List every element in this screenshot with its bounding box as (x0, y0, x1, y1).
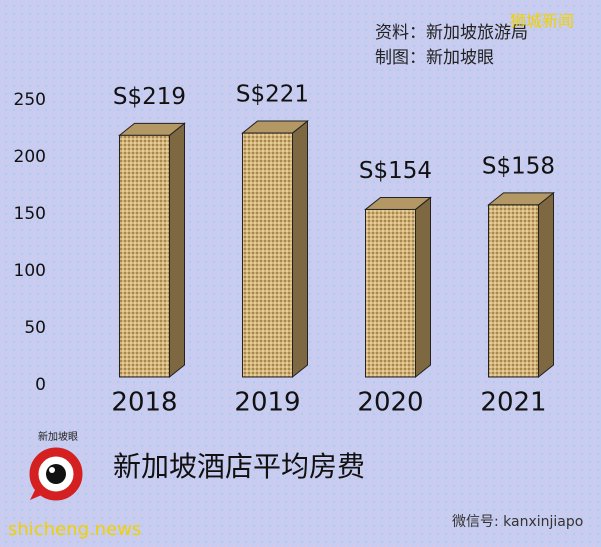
y-tick-label: 250 (14, 90, 46, 110)
logo (29, 447, 83, 501)
bar-side (169, 122, 185, 379)
bar (365, 208, 416, 378)
watermark: shicheng.news (8, 519, 141, 540)
value-label: S$154 (359, 158, 432, 184)
y-tick-label: 200 (14, 147, 46, 167)
logo-text: 新加坡眼 (38, 430, 78, 443)
watermark: 狮城新闻 (510, 12, 574, 31)
value-label: S$158 (482, 153, 555, 179)
chart-title: 新加坡酒店平均房费 (113, 450, 365, 483)
y-tick-label: 100 (14, 261, 46, 281)
credit: 制图：新加坡眼 (375, 48, 494, 68)
x-tick-label: 2020 (357, 388, 423, 418)
x-tick-label: 2018 (111, 388, 177, 418)
y-tick-label: 0 (35, 375, 46, 395)
bar (242, 132, 293, 378)
bar (119, 134, 170, 378)
bar-side (415, 196, 431, 379)
watermark: 微信号: kanxinjiapo (452, 514, 583, 530)
bar-side (292, 120, 308, 379)
x-tick-label: 2019 (234, 388, 300, 418)
y-tick-label: 150 (14, 204, 46, 224)
bar (488, 204, 539, 378)
source: 资料：新加坡旅游局 (375, 23, 528, 43)
value-label: S$221 (236, 82, 309, 108)
y-tick-label: 50 (24, 318, 46, 338)
value-label: S$219 (113, 84, 186, 110)
bar-side (538, 191, 554, 379)
x-tick-label: 2021 (480, 388, 546, 418)
